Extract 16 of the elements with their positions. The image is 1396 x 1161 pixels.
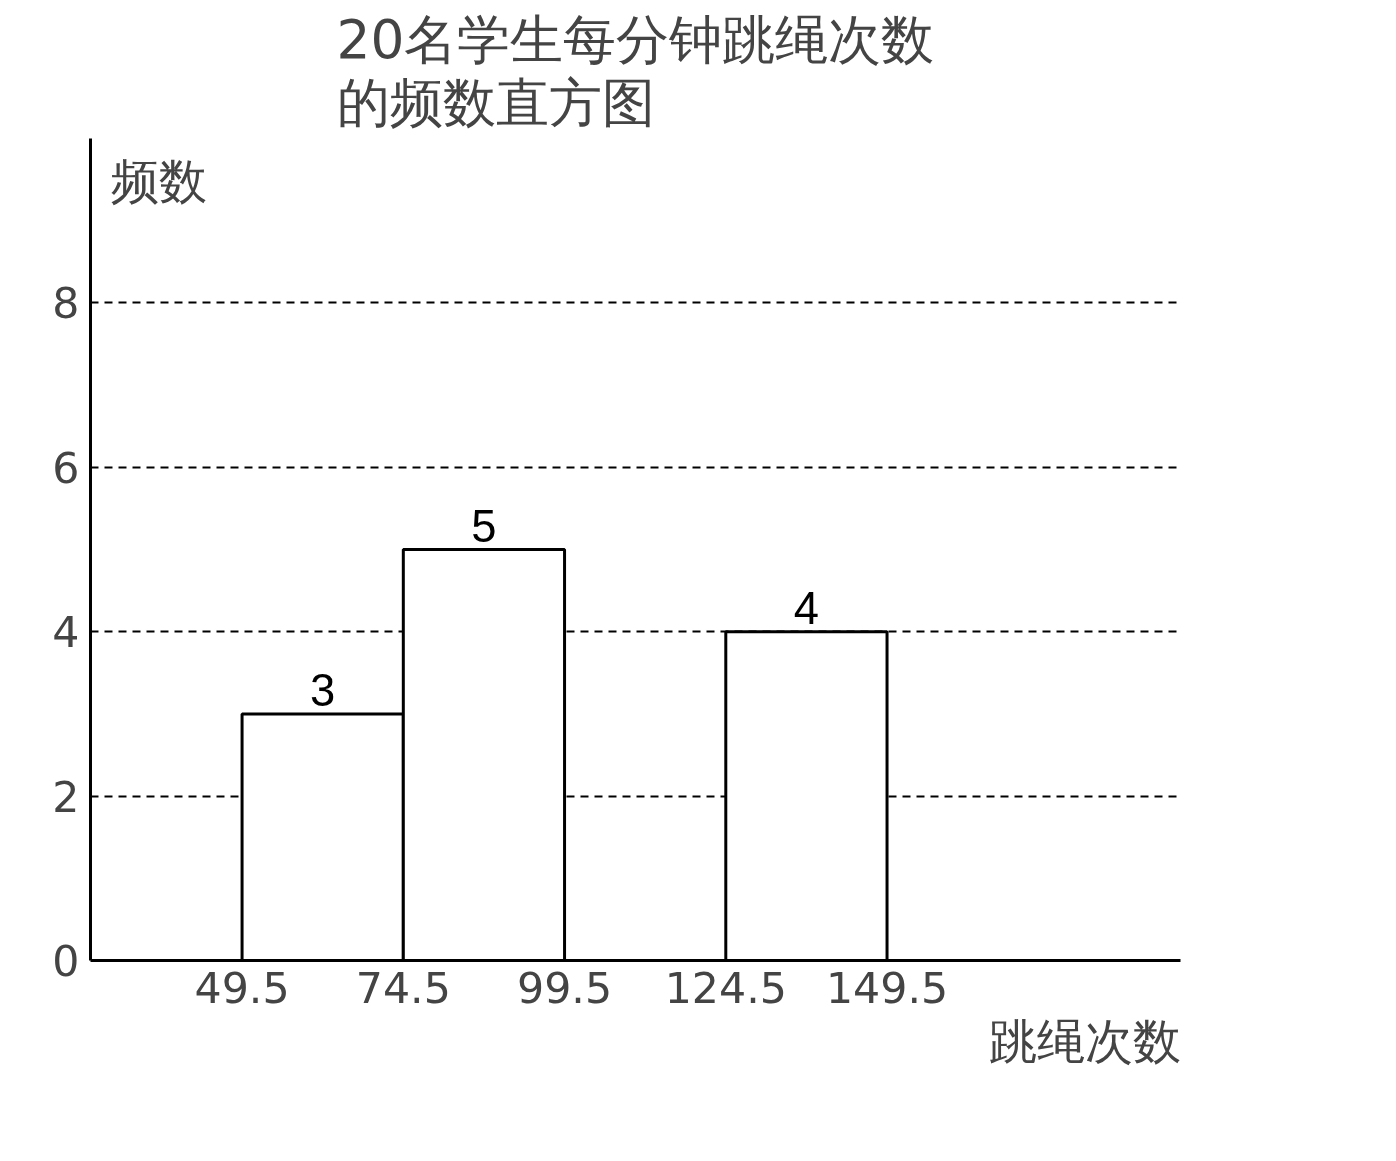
x-tick-label: 49.5 [194, 962, 290, 1013]
x-axis-title: 跳绳次数 [988, 1012, 1181, 1069]
y-tick-label: 4 [52, 607, 80, 658]
x-tick-label: 149.5 [825, 962, 949, 1013]
y-tick-label: 6 [52, 442, 80, 493]
data-label: 4 [793, 582, 820, 634]
y-axis-title: 频数 [110, 152, 207, 209]
y-tick-label: 8 [52, 278, 80, 329]
x-tick-label: 99.5 [517, 962, 613, 1013]
data-label: 5 [471, 500, 497, 552]
x-tick-label: 124.5 [664, 962, 787, 1013]
data-label: 3 [310, 664, 336, 716]
chart-title: 20名学生每分钟跳绳次数的频数直方图 [336, 7, 935, 134]
y-tick-label: 2 [52, 771, 80, 822]
x-tick-label: 74.5 [355, 962, 451, 1013]
y-tick-label: 0 [52, 936, 80, 986]
